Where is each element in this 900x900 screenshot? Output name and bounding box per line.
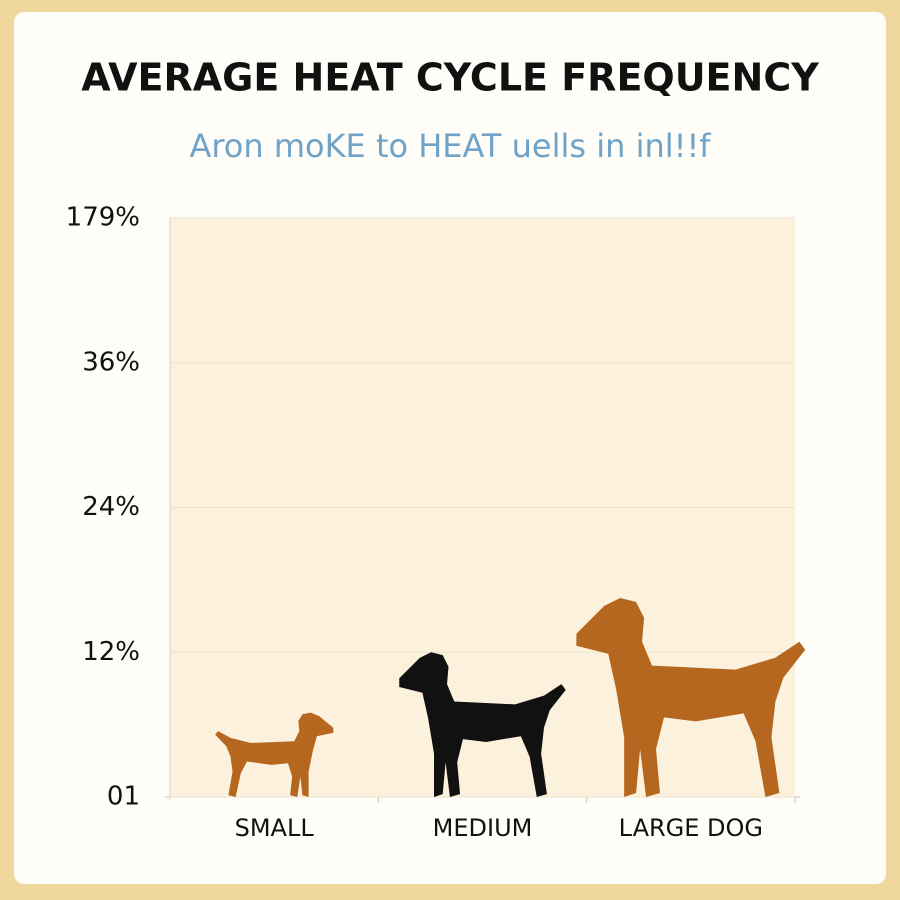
y-tick-label: 12% <box>82 637 140 667</box>
x-tick-label: MEDIUM <box>433 814 533 842</box>
y-tick-label: 24% <box>82 492 140 522</box>
dog <box>399 652 566 797</box>
y-tick-label: 36% <box>82 347 140 377</box>
dog <box>215 712 334 797</box>
dog <box>576 597 806 797</box>
y-tick-label: 01 <box>107 782 140 812</box>
x-tick-label: LARGE DOG <box>619 814 763 842</box>
y-tick-label: 179% <box>66 203 140 233</box>
x-tick-label: SMALL <box>235 814 315 842</box>
chart-title: AVERAGE HEAT CYCLE FREQUENCY <box>81 56 819 100</box>
chart-subtitle: Aron moKE to HEAT uells in inl!!f <box>189 127 711 165</box>
